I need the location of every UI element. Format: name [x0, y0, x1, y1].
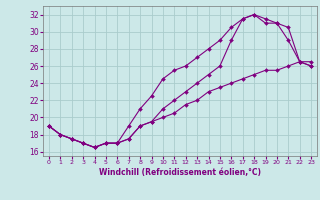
X-axis label: Windchill (Refroidissement éolien,°C): Windchill (Refroidissement éolien,°C) — [99, 168, 261, 177]
